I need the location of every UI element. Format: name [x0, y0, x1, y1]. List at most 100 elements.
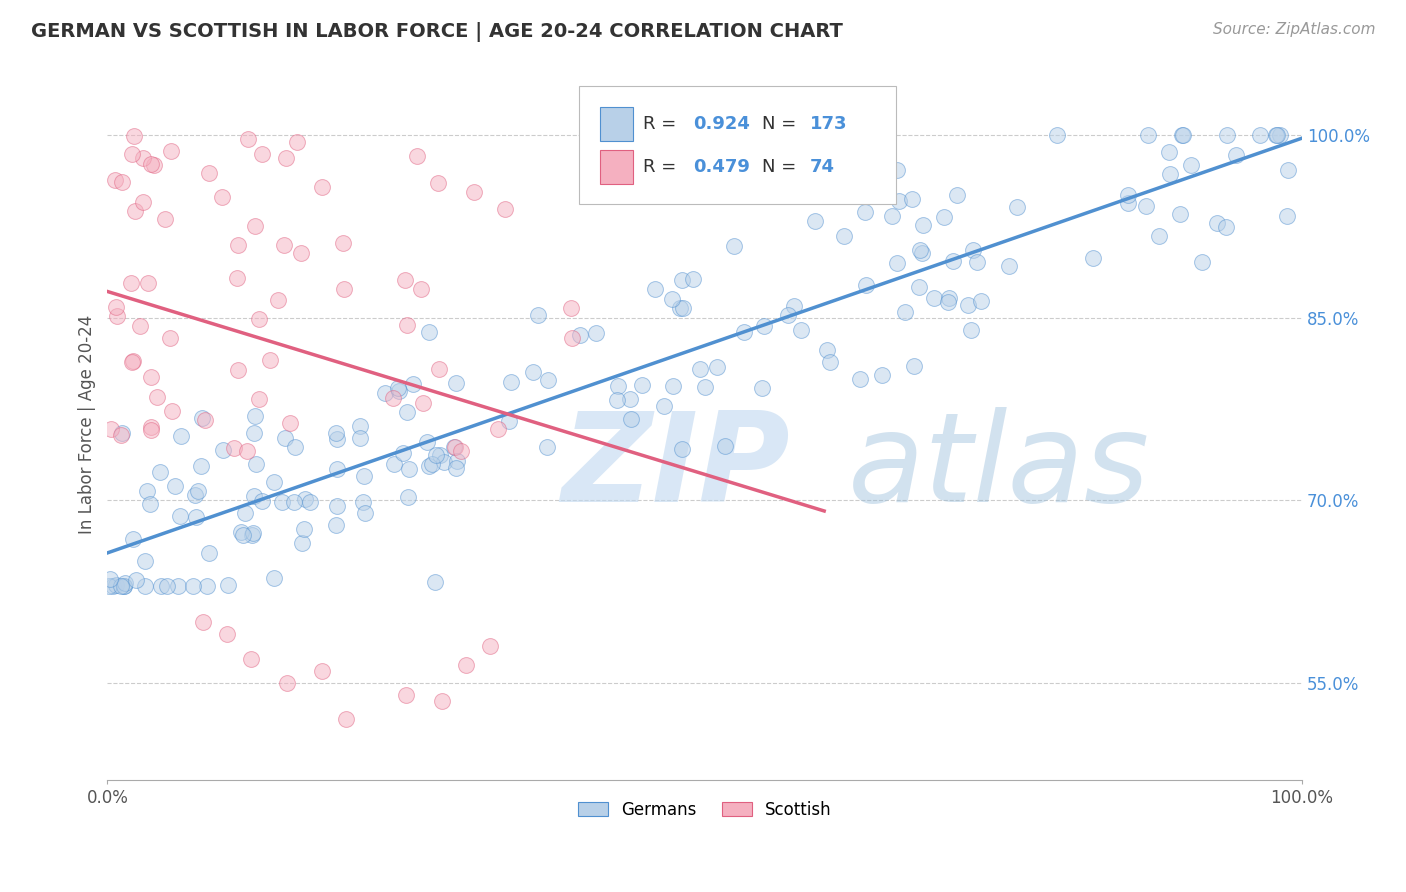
Point [114, 576, 136, 591]
Point [349, 418, 371, 433]
Point [1180, 158, 1202, 172]
Point [486, 422, 509, 436]
Point [149, 465, 172, 479]
Text: ZIP: ZIP [561, 407, 790, 527]
Point [418, 458, 440, 473]
Point [945, 187, 967, 202]
Point [832, 229, 855, 244]
FancyBboxPatch shape [599, 107, 633, 141]
Point [128, 318, 150, 333]
Point [194, 413, 217, 427]
Point [855, 205, 877, 219]
Text: N =: N = [762, 158, 801, 176]
Point [425, 575, 447, 590]
Point [443, 441, 465, 455]
Point [122, 129, 145, 144]
Point [942, 254, 965, 268]
Point [294, 492, 316, 507]
Point [134, 579, 156, 593]
Point [751, 381, 773, 395]
Point [226, 238, 249, 252]
Point [155, 211, 177, 226]
Point [494, 202, 516, 216]
Point [411, 282, 433, 296]
Point [706, 360, 728, 375]
Point [125, 573, 148, 587]
Point [143, 158, 166, 172]
Point [606, 392, 628, 407]
Point [900, 192, 922, 206]
Point [105, 310, 128, 324]
Point [132, 151, 155, 165]
Point [225, 270, 247, 285]
Point [962, 243, 984, 257]
Point [163, 478, 186, 492]
Point [217, 577, 239, 591]
Point [298, 495, 321, 509]
Point [607, 379, 630, 393]
Point [326, 499, 349, 513]
Point [852, 188, 875, 202]
Point [585, 326, 607, 341]
Point [430, 694, 453, 708]
Point [236, 443, 259, 458]
Point [420, 458, 443, 472]
Point [335, 713, 357, 727]
Point [292, 523, 315, 537]
Point [752, 319, 775, 334]
Point [326, 462, 349, 476]
Point [970, 293, 993, 308]
Point [238, 131, 260, 145]
Point [139, 423, 162, 437]
Point [325, 426, 347, 441]
Point [247, 392, 270, 406]
Point [1275, 209, 1298, 223]
Point [536, 440, 558, 454]
Point [149, 579, 172, 593]
Point [243, 426, 266, 441]
Point [105, 300, 128, 314]
Point [855, 277, 877, 292]
Point [100, 422, 122, 436]
Point [1116, 187, 1139, 202]
FancyBboxPatch shape [599, 150, 633, 184]
Point [396, 491, 419, 505]
Point [139, 420, 162, 434]
Point [111, 426, 134, 441]
Point [240, 528, 263, 542]
Point [1135, 199, 1157, 213]
Point [870, 368, 893, 382]
Point [395, 688, 418, 702]
Point [311, 180, 333, 194]
Point [134, 553, 156, 567]
Point [450, 444, 472, 458]
Point [478, 640, 501, 654]
Point [661, 379, 683, 393]
Point [120, 276, 142, 290]
Legend: Germans, Scottish: Germans, Scottish [571, 794, 838, 825]
Point [778, 308, 800, 322]
Point [672, 301, 695, 316]
Point [381, 392, 404, 406]
Point [224, 441, 246, 455]
Point [290, 246, 312, 260]
Point [405, 149, 427, 163]
Point [498, 414, 520, 428]
Point [427, 176, 450, 190]
Point [1159, 167, 1181, 181]
Point [226, 363, 249, 377]
Point [97, 579, 120, 593]
Point [671, 272, 693, 286]
Point [619, 392, 641, 406]
Point [98, 572, 121, 586]
Point [121, 355, 143, 369]
Point [353, 469, 375, 483]
Point [966, 255, 988, 269]
Point [311, 664, 333, 678]
Point [284, 440, 307, 454]
Point [818, 355, 841, 369]
Point [444, 440, 467, 454]
Point [285, 136, 308, 150]
Point [191, 615, 214, 629]
Point [263, 475, 285, 489]
